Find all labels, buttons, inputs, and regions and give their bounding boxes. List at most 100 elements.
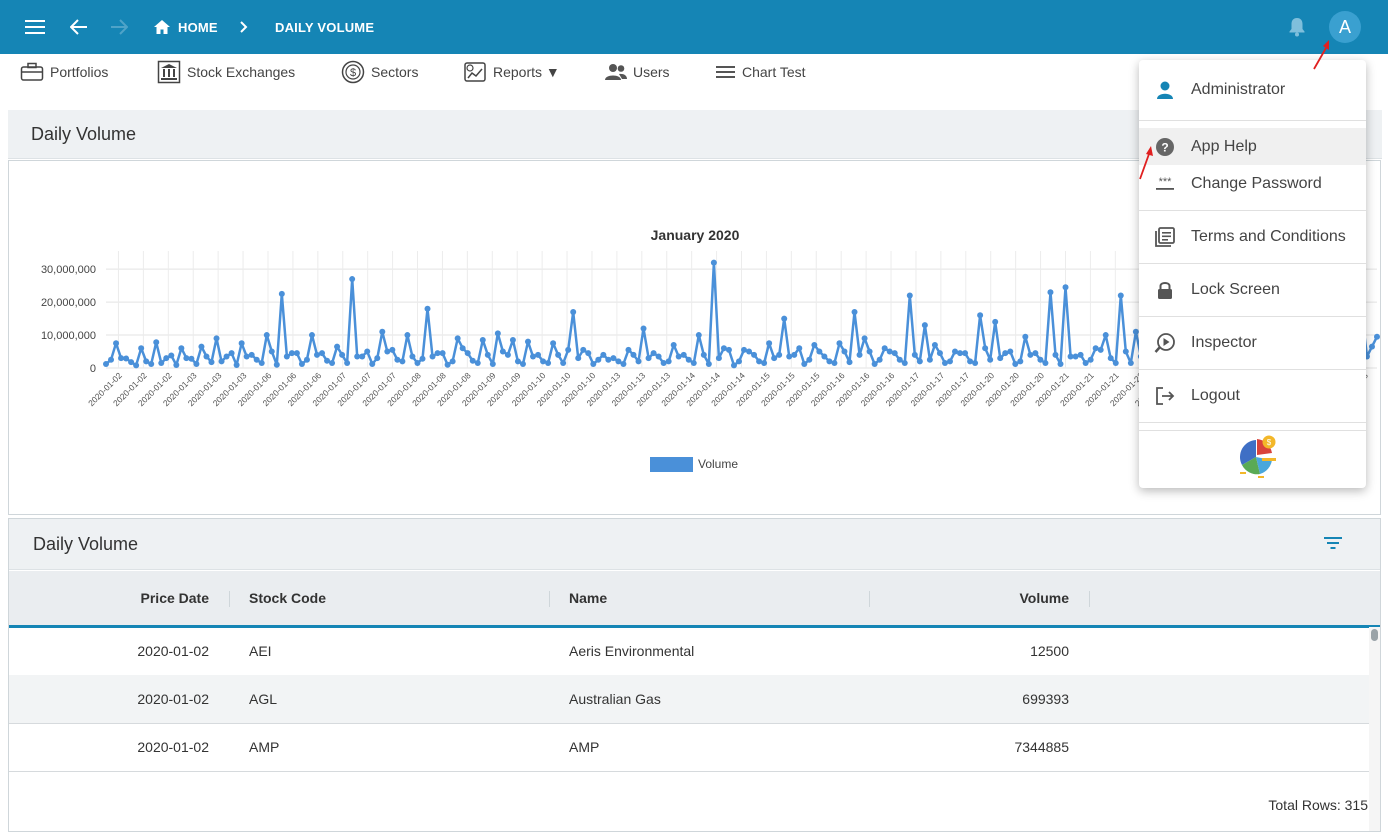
menu-item-label: Change Password <box>1191 174 1322 192</box>
menu-item-label: Terms and Conditions <box>1191 227 1346 245</box>
data-point <box>178 345 185 352</box>
data-point <box>851 309 858 315</box>
data-point <box>489 361 496 368</box>
password-icon: *** <box>1156 176 1174 190</box>
data-point <box>1062 284 1069 291</box>
menu-item-administrator[interactable]: Administrator <box>1139 71 1366 108</box>
data-point <box>741 346 748 353</box>
data-point <box>384 348 391 355</box>
data-point <box>409 353 416 360</box>
data-point <box>886 348 893 355</box>
cell-volume: 699393 <box>1022 691 1069 707</box>
user-menu: Administrator ? App Help *** Change Pass… <box>1139 60 1366 488</box>
data-point <box>248 351 255 358</box>
data-point <box>615 358 622 365</box>
data-point <box>987 356 994 363</box>
back-arrow-icon[interactable] <box>67 0 91 54</box>
nav-item-sectors[interactable]: $ Sectors <box>341 60 418 84</box>
data-point <box>936 350 943 357</box>
data-point <box>459 345 466 352</box>
data-point <box>720 345 727 352</box>
breadcrumb-home[interactable]: HOME <box>153 0 218 54</box>
menu-divider <box>1139 263 1366 264</box>
briefcase-icon <box>20 62 44 81</box>
data-point <box>992 318 999 325</box>
avatar[interactable]: A <box>1329 11 1361 43</box>
svg-text:?: ? <box>1161 141 1168 155</box>
data-point <box>243 353 250 360</box>
table-row[interactable]: 2020-01-02 AEI Aeris Environmental 12500 <box>9 627 1369 676</box>
nav-item-stock-exchanges[interactable]: Stock Exchanges <box>157 60 295 84</box>
breadcrumb-chevron-icon <box>236 0 252 54</box>
menu-item-logout[interactable]: Logout <box>1139 377 1366 414</box>
menu-item-change-password[interactable]: *** Change Password <box>1139 165 1366 202</box>
data-point <box>1374 333 1380 340</box>
nav-item-chart-test[interactable]: Chart Test <box>716 60 806 84</box>
data-point <box>831 360 838 367</box>
nav-item-users[interactable]: Users <box>605 60 670 84</box>
cell-volume: 12500 <box>1030 643 1069 659</box>
column-separator <box>229 591 230 607</box>
grid-panel-title: Daily Volume <box>33 534 139 554</box>
data-point <box>419 355 426 362</box>
data-point <box>364 348 371 355</box>
nav-label: Sectors <box>371 64 419 80</box>
nav-label: Chart Test <box>742 64 806 80</box>
column-separator <box>869 591 870 607</box>
legend-swatch <box>650 457 693 472</box>
bell-icon[interactable] <box>1285 0 1309 54</box>
menu-item-inspector[interactable]: Inspector <box>1139 324 1366 361</box>
data-point <box>811 341 818 348</box>
data-point <box>957 350 964 357</box>
data-point <box>675 353 682 360</box>
users-icon <box>605 64 627 80</box>
data-point <box>128 359 135 366</box>
nav-label: Portfolios <box>50 64 109 80</box>
column-header-volume[interactable]: Volume <box>1019 590 1069 606</box>
data-point <box>1022 333 1029 340</box>
nav-item-portfolios[interactable]: Portfolios <box>20 60 108 84</box>
y-tick-label: 30,000,000 <box>41 264 96 276</box>
data-point <box>997 355 1004 362</box>
column-separator <box>1089 591 1090 607</box>
data-point <box>680 351 687 358</box>
cell-stock-code: AGL <box>249 691 278 707</box>
grid-scrollbar[interactable] <box>1369 627 1380 831</box>
data-point <box>550 340 557 347</box>
breadcrumb-home-label: HOME <box>178 19 218 35</box>
data-point <box>308 332 315 339</box>
data-point <box>1032 350 1039 357</box>
data-point <box>434 350 441 357</box>
lock-icon <box>1158 282 1172 299</box>
menu-item-terms[interactable]: Terms and Conditions <box>1139 218 1366 255</box>
table-row[interactable]: 2020-01-02 AGL Australian Gas 699393 <box>9 675 1369 724</box>
scrollbar-thumb[interactable] <box>1371 629 1378 641</box>
data-point <box>329 360 336 367</box>
menu-item-label: Logout <box>1191 386 1240 404</box>
cell-name: Aeris Environmental <box>569 643 695 659</box>
data-point <box>379 328 386 335</box>
data-point <box>1097 346 1104 353</box>
column-header-name[interactable]: Name <box>569 590 608 606</box>
data-point <box>1368 343 1375 350</box>
cell-volume: 7344885 <box>1014 739 1069 755</box>
y-tick-label: 0 <box>90 363 96 375</box>
forward-arrow-icon[interactable] <box>107 0 131 54</box>
data-point <box>781 315 788 322</box>
menu-item-lock-screen[interactable]: Lock Screen <box>1139 271 1366 308</box>
hamburger-menu-icon[interactable] <box>22 0 48 54</box>
data-point <box>801 361 808 368</box>
filter-icon[interactable] <box>1323 535 1343 556</box>
data-point <box>218 358 225 365</box>
data-point <box>540 358 547 365</box>
column-header-stock-code[interactable]: Stock Code <box>249 590 327 606</box>
data-point <box>354 353 361 360</box>
table-row[interactable]: 2020-01-02 AMP AMP 7344885 <box>9 723 1369 772</box>
nav-item-reports[interactable]: Reports ▼ <box>463 60 560 84</box>
data-point <box>916 358 923 365</box>
data-point <box>143 358 150 365</box>
data-point <box>1102 332 1109 339</box>
data-point <box>429 353 436 360</box>
column-header-price-date[interactable]: Price Date <box>140 590 209 606</box>
menu-item-app-help[interactable]: ? App Help <box>1139 128 1366 165</box>
